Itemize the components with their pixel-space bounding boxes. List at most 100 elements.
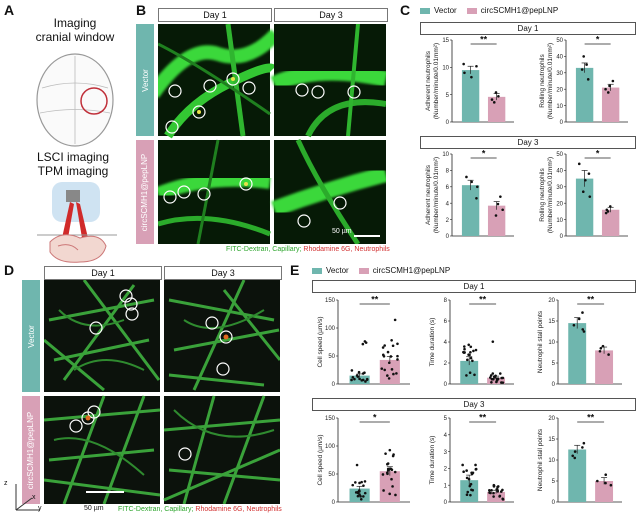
data-point [577,317,581,321]
micrograph-b-vector-day1 [158,24,282,139]
sig-label: * [596,36,600,45]
chart-C-d1-rolling: 0 10 20 30 40 50 Rolling neutrophils (Number/mi… [539,36,628,126]
data-point [470,75,473,79]
panel-d-caption: FITC-Dextran, Capillary; Rhodamine 6G, N… [118,506,282,513]
panel-b-caption-red: Rhodamine 6G, Neutrophils [303,246,390,253]
bar-circSCMH1@pepLNP [595,350,614,384]
data-point [396,358,399,361]
data-point [386,462,389,466]
y-tick-label: 0 [332,382,336,388]
data-point [495,487,499,491]
data-point [390,338,393,342]
data-point [496,485,499,489]
data-point [381,346,385,349]
data-point [492,101,496,104]
data-point [463,345,466,348]
data-point [469,350,472,354]
data-point [465,374,468,377]
sig-label: ** [480,36,488,45]
y-axis-label: Time duration (s) [429,436,436,485]
data-point [383,368,386,372]
render-d-treat-day3 [163,395,280,504]
data-point [356,494,360,498]
data-point [357,370,361,374]
data-point [604,473,608,476]
data-point [381,473,385,476]
chart-E-d1-speed: 0 50 100 150 Cell speed (µm/s) ** [317,295,410,388]
panel-b-caption-green: FITC-Dextran, Capillary; [226,246,302,253]
data-point [471,471,475,475]
data-point [490,380,493,384]
y-tick-label: 10 [548,340,555,346]
panel-a-title-line1: Imaging [53,16,97,30]
panel-b-scalebar-label: 50 µm [332,228,352,235]
data-point [387,377,391,380]
data-point [581,190,585,194]
bar-Vector [568,323,587,384]
y-tick-label: 150 [325,416,336,422]
data-point [586,78,590,81]
panel-b-caption: FITC-Dextran, Capillary; Rhodamine 6G, N… [226,246,390,253]
data-point [359,495,362,498]
chart-C-d3-adherent: 0 2 4 6 8 10 Adherent neutrophils (Number/minut… [425,149,514,240]
y-tick-label: 0 [444,500,448,506]
data-point [393,470,397,474]
panel-a-imaging-text: LSCI imaging TPM imaging [18,150,128,178]
data-point [359,497,363,501]
data-point [596,479,599,483]
legend-e-vector-swatch [312,267,322,274]
data-point [573,450,577,453]
data-point [607,353,610,356]
data-point [492,491,495,495]
data-point [606,91,610,94]
data-point [351,483,355,487]
data-point [494,91,498,94]
axis-y-label: y [38,505,42,512]
data-point [498,494,502,498]
panel-b-row-treat-label: circSCMH1@pepLNP [140,153,150,231]
y-tick-label: 100 [325,326,336,332]
y-tick-label: 10 [556,104,563,110]
micrograph-b-vector-day3 [270,24,386,138]
data-point [501,376,505,380]
data-point [393,318,397,322]
data-point [361,342,365,346]
panel-d-label: D [4,262,15,278]
data-point [463,347,466,351]
data-point [581,328,585,331]
data-point [611,79,615,83]
bar-Vector [460,480,479,502]
panel-e-day1-header: Day 1 [312,280,636,293]
data-point [388,492,391,496]
data-point [571,454,575,458]
data-point [468,353,471,357]
data-point [598,349,602,353]
bar-Vector [461,70,480,122]
sig-label: ** [371,295,379,305]
y-tick-label: 0 [552,382,556,388]
panel-c-day3-header: Day 3 [420,136,636,149]
data-point [475,185,479,189]
sig-label: ** [587,295,595,305]
data-point [461,463,464,467]
legend-e-vector-label: Vector [326,266,349,275]
data-point [498,372,502,375]
chart-C-d1-adherent: 0 5 10 15 Adherent neutrophils (Number/minute… [425,36,514,126]
data-point [588,195,592,198]
chart-E-d3-duration: 0 1 2 3 4 5 Time duration (s) ** [429,413,514,506]
data-point [351,376,355,379]
data-point [394,493,397,497]
data-point [362,484,365,487]
y-tick-label: 20 [548,416,555,422]
data-point [391,344,395,348]
y-tick-label: 2 [446,218,450,224]
panel-b-day1-header: Day 1 [158,8,272,22]
panel-c-day1-header: Day 1 [420,22,636,35]
data-point [470,488,473,492]
data-point [465,469,468,472]
data-point [386,350,390,354]
data-point [475,196,478,200]
data-point [500,381,503,384]
data-point [358,377,361,381]
